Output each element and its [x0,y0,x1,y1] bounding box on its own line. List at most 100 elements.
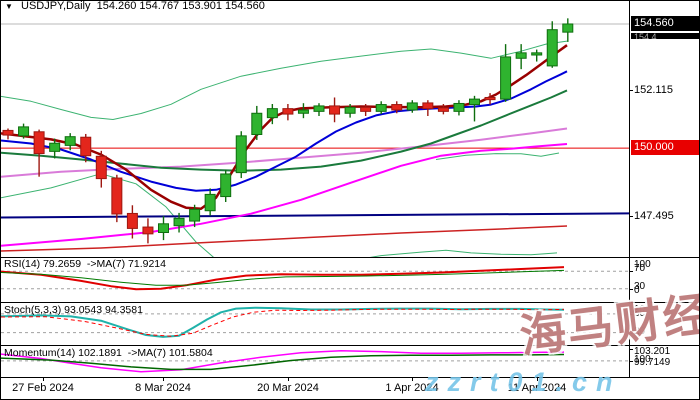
rsi-scale-0: 0 [634,285,640,296]
time-axis-label: 11 Apr 2024 [507,382,567,394]
axis-tick [288,378,289,381]
bullish-candle [235,135,247,174]
bearish-candle [437,107,449,112]
bearish-candle [80,136,92,157]
bullish-candle [406,102,418,111]
axis-tick [629,349,633,350]
axis-tick [629,289,633,290]
ma-red-slow [1,225,568,252]
axis-tick [629,361,633,362]
axis-tick [629,216,633,217]
bullish-candle [266,108,278,119]
bearish-candle [484,96,496,101]
bearish-candle [142,226,154,235]
time-axis-label: 20 Mar 2024 [257,382,319,394]
pane-separator[interactable] [1,257,699,258]
ma-blue [1,70,568,192]
bullish-candle [18,126,30,137]
price-level-badge-150: 150.000 [631,140,699,155]
pane-separator [1,377,699,378]
rsi-label: RSI(14) 79.2659 ->MA(7) 71.9214 [4,258,166,270]
chart-ohlc-title: USDJPY,Daily 154.260 154.767 153.901 154… [21,0,265,12]
ma-navy-flat [1,212,630,219]
bullish-candle [204,193,216,212]
bullish-candle [297,109,309,114]
pane-separator[interactable] [1,302,699,303]
axis-tick [629,314,633,315]
rsi-scale-30: 30 [634,281,646,292]
bullish-candle [220,173,232,198]
bullish-candle [562,23,574,33]
bearish-candle [391,104,403,111]
stoch-scale-20: 20 [634,326,646,337]
bullish-candle [189,208,201,222]
main-price-chart[interactable] [1,12,630,257]
momentum-scale-max: 103.201 [634,346,671,357]
bearish-candle [422,102,434,110]
stoch-scale-100: 100 [634,304,651,315]
time-axis-label: 1 Apr 2024 [385,382,439,394]
stoch-signal [1,308,565,337]
price-axis-border [629,1,630,377]
bullish-candle [49,142,61,152]
rsi-line [1,266,565,291]
current-price-badge: 154.560 [631,16,699,31]
axis-tick [537,378,538,381]
axis-tick [163,378,164,381]
bearish-candle [126,212,138,229]
bearish-candle [111,177,123,215]
stoch-scale-80: 80 [634,308,646,319]
bullish-candle [344,106,356,114]
bearish-candle [2,129,14,136]
bullish-candle [500,56,512,100]
bullish-candle [375,104,387,112]
bullish-candle [515,52,527,59]
bollinger-mid-right [435,152,560,160]
bullish-candle [313,105,325,112]
bullish-candle [531,52,543,56]
bollinger-upper [1,40,568,120]
momentum-scale-min: 99.7149 [634,357,671,368]
bearish-candle [329,105,341,115]
price-axis-label: 147.495 [634,210,674,222]
bearish-candle [95,155,107,180]
axis-tick [412,378,413,381]
symbol-dropdown-icon[interactable]: ▼ [5,2,13,11]
candles [2,18,574,244]
momentum-label: Momentum(14) 102.1891 ->MA(7) 101.5804 [4,347,213,359]
pane-separator[interactable] [1,345,699,346]
momentum-ma-line [1,353,565,371]
rsi-scale-100: 100 [634,259,651,270]
bullish-candle [546,29,558,67]
time-axis-label: 8 Mar 2024 [135,382,191,394]
ma-maroon [1,44,568,211]
time-axis-label: 27 Feb 2024 [12,382,74,394]
chart-title-bar: ▼ USDJPY,Daily 154.260 154.767 153.901 1… [1,1,629,12]
price-axis-label: 152.115 [634,84,673,96]
momentum-scale-100: 100 [634,354,651,365]
bullish-candle [251,112,263,136]
rsi-scale-70: 70 [634,263,646,274]
axis-tick [43,378,44,381]
bullish-candle [469,98,480,106]
secondary-price-badge: 154.4 [631,33,699,39]
stoch-label: Stoch(5,3,3) 93.0543 94.3581 [4,304,143,316]
axis-tick [629,333,633,334]
bullish-candle [64,136,76,146]
bearish-candle [360,106,372,112]
axis-tick [629,90,633,91]
momentum-line [1,350,565,373]
bollinger-lower [1,173,558,257]
axis-tick [629,271,633,272]
bullish-candle [453,102,465,112]
bearish-candle [33,131,45,155]
bullish-candle [173,217,185,227]
bullish-candle [158,223,169,234]
bearish-candle [282,108,294,115]
stoch-scale-0: 0 [634,330,640,341]
stochastic-pane[interactable] [1,303,630,345]
rsi-pane[interactable] [1,258,630,302]
rsi-ma-line [1,269,565,286]
momentum-pane[interactable] [1,346,630,377]
